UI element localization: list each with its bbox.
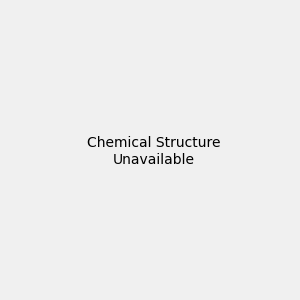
Text: Chemical Structure
Unavailable: Chemical Structure Unavailable xyxy=(87,136,220,166)
